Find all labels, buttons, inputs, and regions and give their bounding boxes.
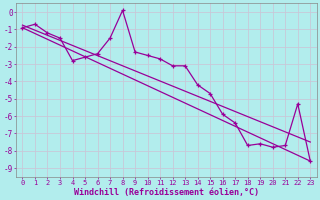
X-axis label: Windchill (Refroidissement éolien,°C): Windchill (Refroidissement éolien,°C)	[74, 188, 259, 197]
